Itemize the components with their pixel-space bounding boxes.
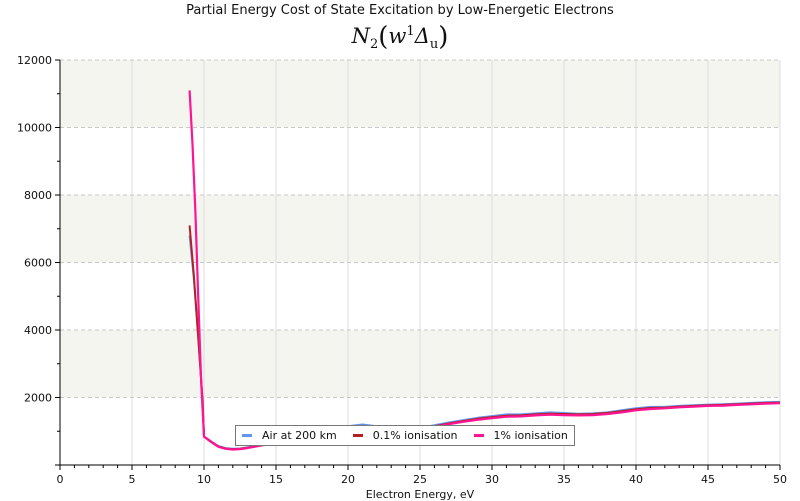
grid-lines — [60, 59, 781, 465]
y-tick-label: 8000 — [24, 189, 52, 202]
legend: Air at 200 km 0.1% ionisation 1% ionisat… — [235, 425, 575, 446]
legend-item-air[interactable]: Air at 200 km — [242, 429, 337, 442]
legend-label-1-ionisation: 1% ionisation — [493, 429, 568, 442]
y-tick-label: 10000 — [17, 122, 52, 135]
subtitle-sub: 2 — [369, 37, 379, 53]
tick-labels: 0 5 10 15 20 25 30 35 40 45 50 2000 4000 6000 8000 1000… — [17, 54, 787, 486]
chart-subtitle: N2(w1Δu) — [0, 22, 800, 52]
legend-swatch-0-1-ionisation — [352, 434, 363, 437]
subtitle-term: Δ — [414, 24, 430, 48]
y-tick-label: 12000 — [17, 54, 52, 67]
x-tick-label: 25 — [413, 473, 427, 486]
x-tick-label: 20 — [341, 473, 355, 486]
y-tick-label: 2000 — [24, 392, 52, 405]
legend-item-1-ionisation[interactable]: 1% ionisation — [473, 429, 568, 442]
subtitle-close-paren: ) — [438, 22, 449, 52]
x-tick-label: 5 — [129, 473, 136, 486]
legend-label-air: Air at 200 km — [262, 429, 337, 442]
subtitle-base: N — [351, 24, 370, 48]
legend-swatch-air — [242, 434, 252, 437]
x-tick-label: 35 — [557, 473, 571, 486]
y-tick-label: 4000 — [24, 324, 52, 337]
legend-label-0-1-ionisation: 0.1% ionisation — [372, 429, 458, 442]
subtitle-sup: 1 — [406, 24, 415, 39]
x-tick-label: 45 — [701, 473, 715, 486]
subtitle-term-sub: u — [429, 37, 439, 53]
x-tick-label: 30 — [485, 473, 499, 486]
y-tick-label: 6000 — [24, 257, 52, 270]
chart-title: Partial Energy Cost of State Excitation … — [186, 3, 614, 18]
subtitle-open-paren: ( — [378, 22, 389, 52]
legend-item-0-1-ionisation[interactable]: 0.1% ionisation — [352, 429, 458, 442]
tick-marks — [55, 59, 781, 470]
x-tick-label: 15 — [269, 473, 283, 486]
x-axis-label: Electron Energy, eV — [365, 488, 475, 501]
x-tick-label: 50 — [773, 473, 787, 486]
x-tick-label: 10 — [197, 473, 211, 486]
x-tick-label: 40 — [629, 473, 643, 486]
x-tick-label: 0 — [57, 473, 64, 486]
subtitle-state: w — [388, 24, 407, 48]
legend-swatch-1-ionisation — [473, 434, 484, 437]
